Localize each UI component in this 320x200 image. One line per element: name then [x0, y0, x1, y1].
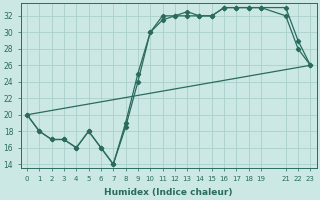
X-axis label: Humidex (Indice chaleur): Humidex (Indice chaleur) [104, 188, 233, 197]
